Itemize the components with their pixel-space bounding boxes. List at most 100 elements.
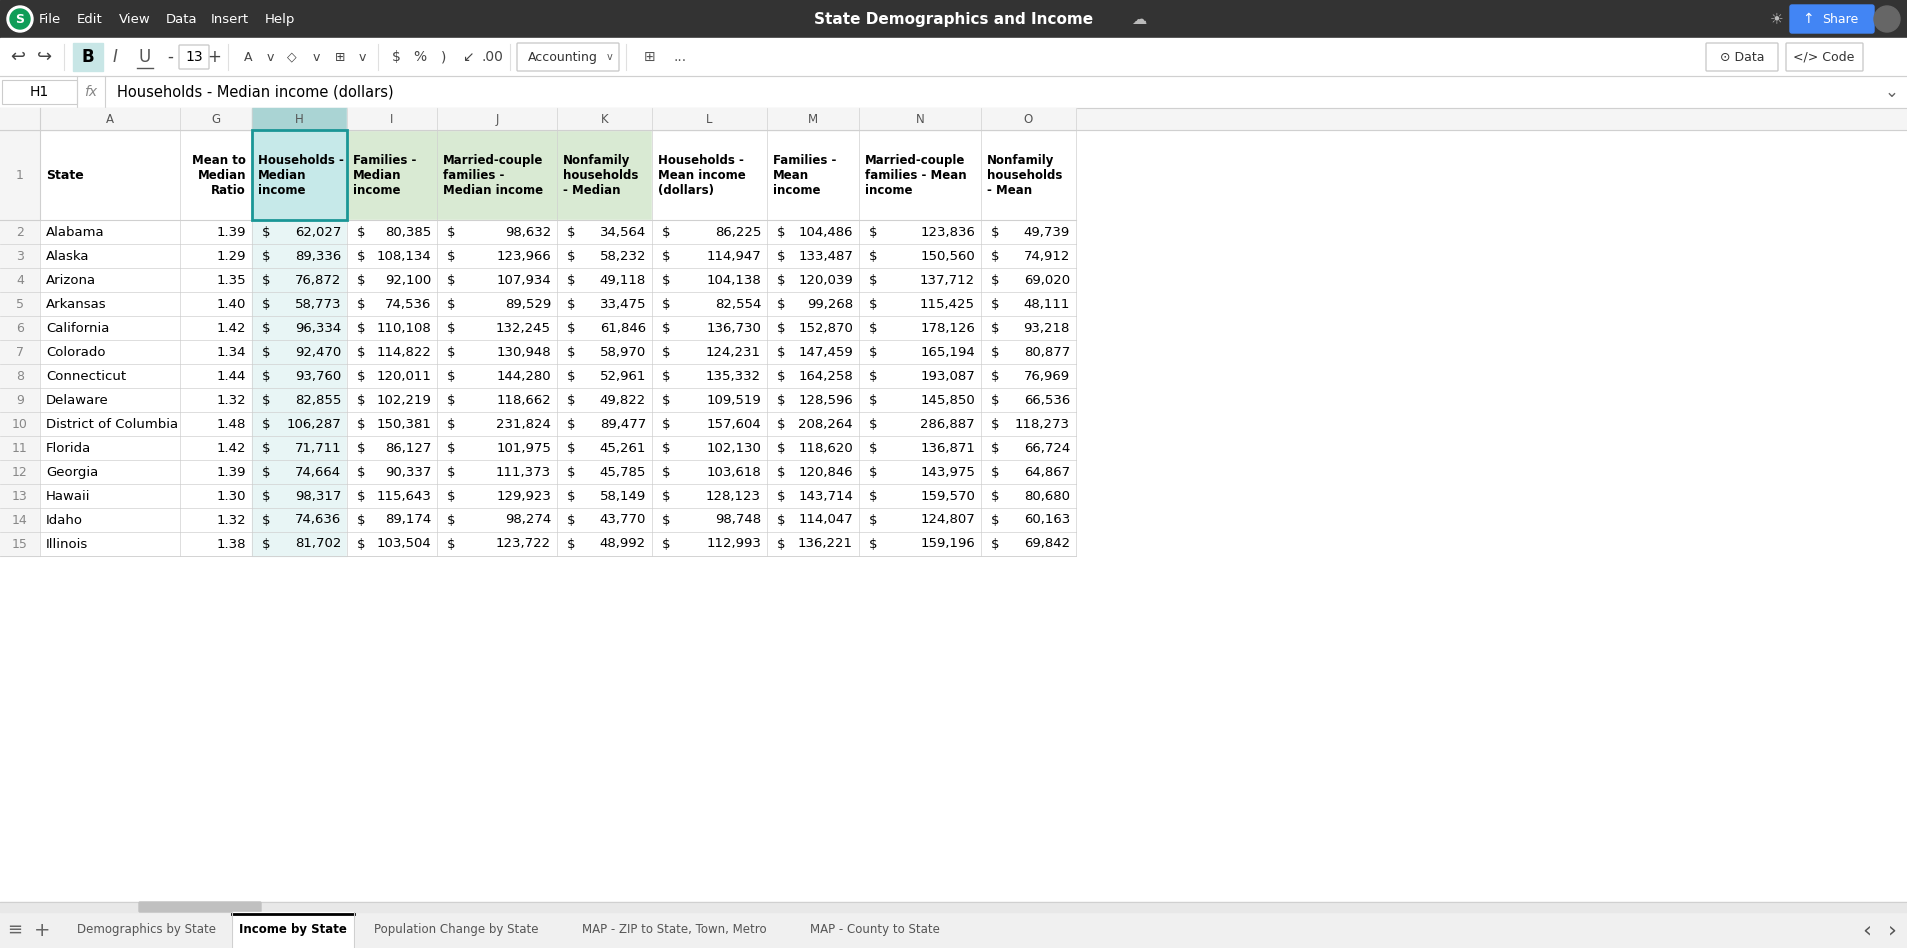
- Text: 74,536: 74,536: [385, 298, 431, 311]
- Bar: [179, 244, 252, 268]
- Text: $: $: [662, 298, 671, 311]
- Text: v: v: [313, 50, 320, 64]
- Text: Connecticut: Connecticut: [46, 370, 126, 382]
- Text: $: $: [566, 321, 576, 335]
- Bar: [437, 220, 557, 244]
- Bar: [233, 912, 355, 948]
- Bar: [858, 388, 980, 412]
- Bar: [652, 436, 767, 460]
- Text: 7: 7: [15, 345, 25, 358]
- Bar: [557, 316, 652, 340]
- Bar: [0, 108, 40, 130]
- Text: 58,970: 58,970: [599, 345, 646, 358]
- Text: B: B: [82, 48, 93, 66]
- Bar: [980, 244, 1076, 268]
- Text: 118,662: 118,662: [496, 393, 551, 407]
- Text: 98,632: 98,632: [505, 226, 551, 239]
- Bar: [980, 292, 1076, 316]
- Bar: [252, 508, 347, 532]
- Text: 98,317: 98,317: [294, 489, 341, 502]
- Text: v: v: [359, 50, 366, 64]
- Text: $: $: [992, 489, 999, 502]
- Text: H1: H1: [31, 85, 50, 99]
- Text: Mean to
Median
Ratio: Mean to Median Ratio: [193, 154, 246, 196]
- Text: 104,138: 104,138: [706, 274, 761, 286]
- Text: $: $: [261, 321, 271, 335]
- Text: 13: 13: [185, 50, 202, 64]
- Text: $: $: [357, 417, 366, 430]
- Text: 159,570: 159,570: [919, 489, 974, 502]
- Bar: [557, 244, 652, 268]
- Text: $: $: [992, 321, 999, 335]
- Text: $: $: [776, 514, 786, 526]
- Bar: [252, 364, 347, 388]
- Text: K: K: [601, 113, 608, 125]
- Bar: [557, 268, 652, 292]
- Bar: [252, 108, 347, 130]
- Text: 74,912: 74,912: [1024, 249, 1070, 263]
- Text: $: $: [870, 538, 877, 551]
- Text: $: $: [566, 442, 576, 454]
- Bar: [0, 388, 40, 412]
- Text: +: +: [34, 921, 50, 939]
- Text: +: +: [208, 48, 221, 66]
- Text: Share: Share: [1821, 12, 1857, 26]
- Text: $: $: [992, 226, 999, 239]
- Text: $: $: [566, 298, 576, 311]
- Text: $: $: [391, 50, 400, 64]
- Text: 115,425: 115,425: [919, 298, 974, 311]
- Bar: [767, 268, 858, 292]
- Text: $: $: [662, 465, 671, 479]
- Text: $: $: [446, 393, 456, 407]
- Bar: [557, 436, 652, 460]
- Text: $: $: [357, 249, 366, 263]
- Text: 1.35: 1.35: [215, 274, 246, 286]
- Text: </> Code: </> Code: [1793, 50, 1856, 64]
- Text: $: $: [446, 514, 456, 526]
- Bar: [767, 220, 858, 244]
- Text: $: $: [357, 345, 366, 358]
- Text: 137,712: 137,712: [919, 274, 974, 286]
- Text: $: $: [566, 538, 576, 551]
- Bar: [40, 340, 179, 364]
- Text: Arizona: Arizona: [46, 274, 95, 286]
- Bar: [652, 508, 767, 532]
- Text: $: $: [446, 249, 456, 263]
- Text: 1.40: 1.40: [217, 298, 246, 311]
- Bar: [980, 340, 1076, 364]
- Bar: [179, 130, 252, 220]
- Text: 150,381: 150,381: [376, 417, 431, 430]
- Bar: [347, 268, 437, 292]
- Text: $: $: [776, 417, 786, 430]
- Text: $: $: [446, 345, 456, 358]
- Text: 82,554: 82,554: [715, 298, 761, 311]
- Text: $: $: [870, 393, 877, 407]
- Text: 120,039: 120,039: [799, 274, 852, 286]
- Bar: [0, 484, 40, 508]
- Text: $: $: [662, 417, 671, 430]
- Text: $: $: [446, 538, 456, 551]
- Text: %: %: [414, 50, 427, 64]
- Text: 52,961: 52,961: [599, 370, 646, 382]
- Text: 89,529: 89,529: [505, 298, 551, 311]
- Bar: [980, 108, 1076, 130]
- Text: 76,872: 76,872: [294, 274, 341, 286]
- Text: File: File: [38, 12, 61, 26]
- Text: $: $: [357, 442, 366, 454]
- Text: 147,459: 147,459: [799, 345, 852, 358]
- Text: $: $: [357, 465, 366, 479]
- Bar: [437, 130, 557, 220]
- Text: $: $: [357, 489, 366, 502]
- Bar: [347, 130, 437, 220]
- Bar: [347, 532, 437, 556]
- Text: ⊞: ⊞: [645, 50, 656, 64]
- Text: 11: 11: [11, 442, 29, 454]
- Text: 1.32: 1.32: [215, 514, 246, 526]
- Text: 102,219: 102,219: [376, 393, 431, 407]
- FancyBboxPatch shape: [139, 902, 261, 912]
- Text: ...: ...: [673, 50, 687, 64]
- Text: Florida: Florida: [46, 442, 92, 454]
- Text: 45,261: 45,261: [599, 442, 646, 454]
- Bar: [980, 220, 1076, 244]
- Text: v: v: [606, 52, 612, 62]
